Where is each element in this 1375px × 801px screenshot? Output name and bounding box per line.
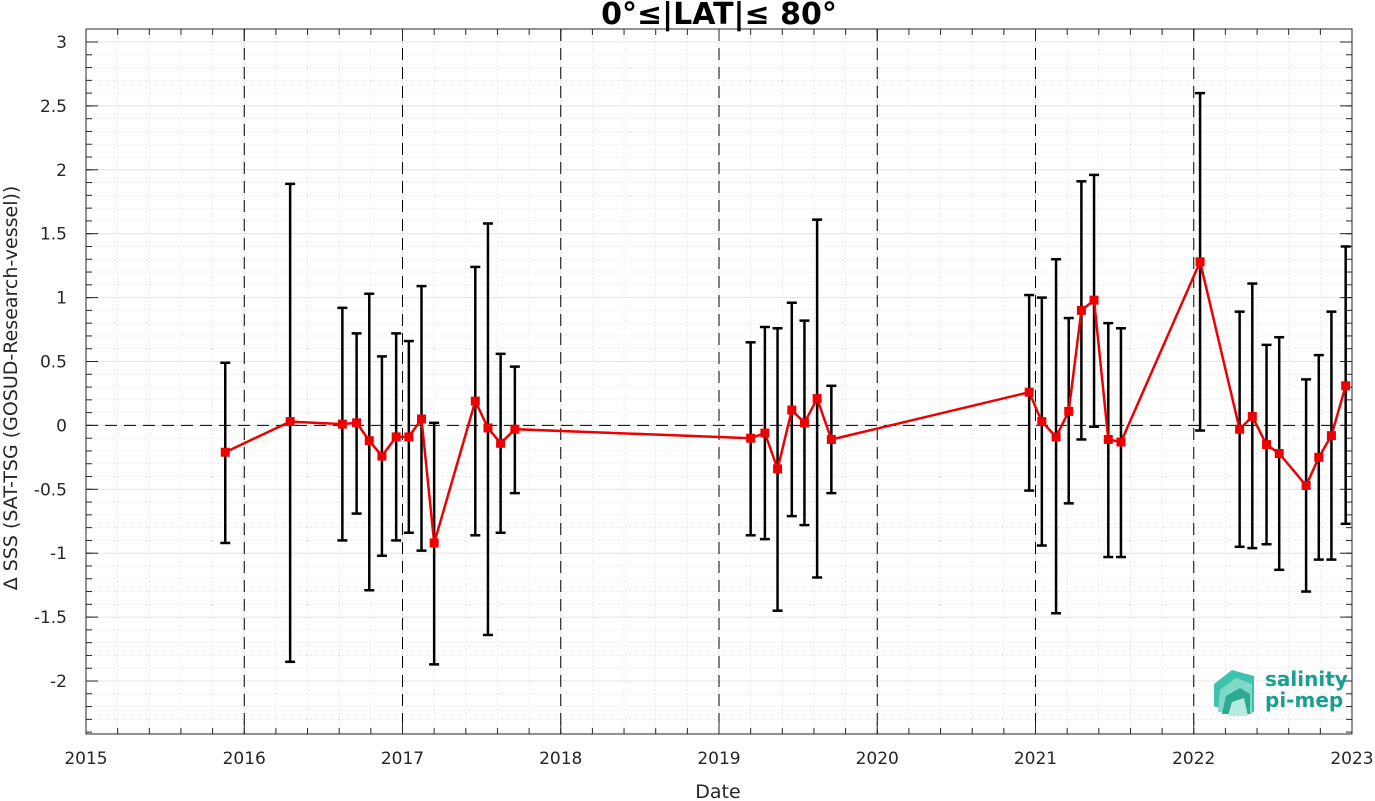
data-point-marker <box>337 419 347 429</box>
data-point-marker <box>1341 381 1351 391</box>
x-tick-label: 2019 <box>697 749 740 769</box>
data-point-marker <box>220 447 230 457</box>
y-tick-label: 0 <box>56 416 67 436</box>
y-axis-label: Δ SSS (SAT-TSG (GOSUD-Research-vessel)) <box>0 186 22 591</box>
data-point-marker <box>364 436 374 446</box>
data-point-marker <box>1195 257 1205 267</box>
data-point-marker <box>496 438 506 448</box>
x-tick-labels: 2015 2016 2017 2018 2019 2020 2021 2022 2023 <box>64 749 1373 769</box>
data-point-marker <box>470 396 480 406</box>
x-tick-label: 2021 <box>1014 749 1057 769</box>
y-tick-label: 1.5 <box>40 225 67 245</box>
year-separators <box>243 29 1195 734</box>
x-tick-label: 2023 <box>1330 749 1373 769</box>
data-point-marker <box>377 451 387 461</box>
data-point-marker <box>416 414 426 424</box>
data-point-marker <box>1076 305 1086 315</box>
x-axis-label: Date <box>695 781 740 801</box>
chart-title: 0°≤|LAT|≤ 80° <box>601 0 837 32</box>
data-point-marker <box>1262 440 1272 450</box>
data-point-marker <box>773 464 783 474</box>
data-point-marker <box>1326 431 1336 441</box>
x-tick-label: 2018 <box>539 749 582 769</box>
data-point-marker <box>483 423 493 433</box>
x-tick-label: 2022 <box>1172 749 1215 769</box>
data-point-marker <box>1064 406 1074 416</box>
y-tick-labels: 3 2.5 2 1.5 1 0.5 0 -0.5 -1 -1.5 -2 <box>34 33 67 692</box>
logo-text-line2: pi-mep <box>1265 688 1343 712</box>
data-point-marker <box>760 428 770 438</box>
data-point-marker <box>746 433 756 443</box>
logo-text-line1: salinity <box>1265 667 1348 691</box>
data-point-marker <box>787 405 797 415</box>
data-point-marker <box>826 434 836 444</box>
data-point-marker <box>404 432 414 442</box>
data-point-marker <box>1314 452 1324 462</box>
data-point-marker <box>1247 411 1257 421</box>
axis-ticks <box>85 29 1353 734</box>
y-tick-label: -2 <box>50 672 67 692</box>
data-point-marker <box>799 418 809 428</box>
data-point-marker <box>1024 387 1034 397</box>
wave-icon <box>1214 670 1254 716</box>
x-tick-label: 2020 <box>856 749 899 769</box>
data-point-marker <box>429 538 439 548</box>
salinity-pimep-logo: salinity pi-mep <box>1214 667 1348 716</box>
data-point-marker <box>1089 295 1099 305</box>
data-point-marker <box>1103 434 1113 444</box>
y-tick-label: 2 <box>56 161 67 181</box>
y-tick-label: 3 <box>56 33 67 53</box>
data-point-marker <box>1037 417 1047 427</box>
data-point-marker <box>391 432 401 442</box>
x-tick-label: 2016 <box>223 749 266 769</box>
data-point-marker <box>1116 437 1126 447</box>
x-tick-label: 2015 <box>64 749 107 769</box>
data-point-marker <box>510 424 520 434</box>
y-tick-label: 2.5 <box>40 97 67 117</box>
data-point-marker <box>812 394 822 404</box>
data-point-marker <box>352 418 362 428</box>
y-tick-label: -1 <box>50 544 67 564</box>
y-tick-label: 0.5 <box>40 353 67 373</box>
x-tick-label: 2017 <box>381 749 424 769</box>
data-point-marker <box>1051 432 1061 442</box>
data-point-marker <box>1235 424 1245 434</box>
y-tick-label: -1.5 <box>34 608 67 628</box>
y-tick-label: -0.5 <box>34 480 67 500</box>
series-markers <box>220 257 1351 548</box>
data-point-marker <box>285 417 295 427</box>
y-tick-label: 1 <box>56 289 67 309</box>
data-point-marker <box>1301 480 1311 490</box>
data-point-marker <box>1274 449 1284 459</box>
